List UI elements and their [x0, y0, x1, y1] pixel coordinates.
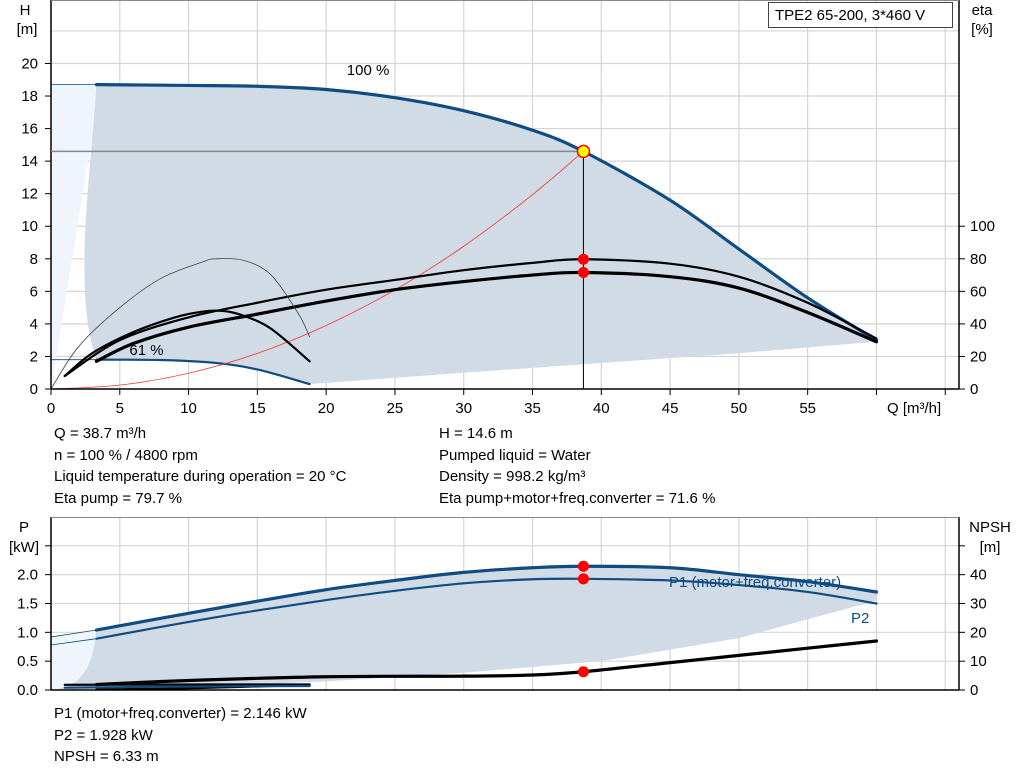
y-axis-unit-p: [kW] [9, 539, 39, 556]
info-speed: n = 100 % / 4800 rpm [54, 446, 198, 464]
x-tick-label: 25 [387, 400, 404, 417]
y-tick-label-right: 0 [970, 381, 978, 398]
y-tick-label-right: 10 [970, 653, 987, 670]
y-tick-label-left: 14 [21, 153, 38, 170]
y-tick-label-right: 40 [970, 316, 987, 333]
curve-p-min [63, 684, 311, 689]
power-area [51, 566, 877, 690]
curve-h-min [95, 358, 311, 386]
x-tick-label: 55 [799, 400, 816, 417]
info-liquid: Pumped liquid = Water [439, 446, 591, 464]
y-tick-label-left: 12 [21, 186, 38, 203]
info-npsh: NPSH = 6.33 m [54, 748, 159, 765]
x-tick-label: 0 [47, 400, 55, 417]
curve-p2-ext [50, 638, 97, 646]
curve-p1 [94, 564, 879, 632]
head-efficiency-plot: 0 5 10 15 20 25 30 35 40 45 50 55 0 2 4 6 8 10 12 14 16 18 20 0… [21, 0, 995, 417]
y-tick-label-left: 20 [21, 55, 38, 72]
x-tick-label: 20 [318, 400, 335, 417]
y-tick-label-left: 4 [30, 316, 38, 333]
y-tick-label-left: 1.5 [17, 596, 38, 613]
power-area-light [51, 630, 101, 690]
info-head: H = 14.6 m [439, 425, 513, 442]
x-tick-label: 10 [180, 400, 197, 417]
x-tick-label: 35 [524, 400, 541, 417]
x-tick-label: 30 [455, 400, 472, 417]
curve-eta-total-min [63, 309, 311, 378]
curve-system-curve [50, 150, 584, 390]
y-tick-label-left: 2 [30, 348, 38, 365]
power-npsh-plot: 0.0 0.5 1.0 1.5 2.0 0 10 20 30 40 P1 (motor+freq.c… [17, 517, 987, 699]
curve-eta-total [94, 270, 879, 363]
info-density: Density = 998.2 kg/m³ [439, 468, 586, 485]
y-tick-label-left: 6 [30, 283, 38, 300]
y-tick-label-right: 20 [970, 348, 987, 365]
operating-area-light [51, 84, 101, 389]
info-temperature: Liquid temperature during operation = 20… [54, 468, 347, 485]
curve-annotation: 61 % [129, 342, 163, 359]
y-tick-label-left: 10 [21, 218, 38, 235]
p1-point [577, 560, 589, 572]
operating-info-right: H = 14.6 m Pumped liquid = Water Density… [439, 423, 715, 509]
x-tick-label: 15 [249, 400, 266, 417]
x-tick-label: 40 [593, 400, 610, 417]
p2-point [577, 573, 589, 585]
curve-eta-pump-min [50, 258, 311, 390]
npsh-point [577, 666, 589, 678]
operating-info-left: Q = 38.7 m³/h n = 100 % / 4800 rpm Liqui… [54, 423, 346, 509]
y-axis-label-h: H [20, 2, 31, 19]
y-axis-label-eta: eta [972, 2, 994, 19]
info-p1: P1 (motor+freq.converter) = 2.146 kW [54, 705, 307, 722]
curve-eta-pump [63, 258, 878, 378]
power-info: P1 (motor+freq.converter) = 2.146 kW P2 … [54, 703, 307, 768]
y-tick-label-left: 0.0 [17, 682, 38, 699]
info-p2: P2 = 1.928 kW [54, 726, 153, 744]
y-tick-label-right: 80 [970, 251, 987, 268]
curve-p2 [95, 577, 878, 640]
eta-pump-point [577, 253, 589, 265]
y-tick-label-left: 8 [30, 251, 38, 268]
y-axis-unit-eta: [%] [971, 21, 993, 38]
x-tick-label: 50 [731, 400, 748, 417]
curve-p1-ext [50, 629, 97, 638]
pump-model-label: TPE2 65-200, 3*460 V [768, 2, 953, 28]
y-tick-label-right: 0 [970, 682, 978, 699]
y-tick-label-left: 1.0 [17, 624, 38, 641]
y-axis-label-p: P [19, 519, 29, 536]
eta-total-point [577, 266, 589, 278]
x-axis-label-q: Q [m³/h] [887, 400, 941, 417]
y-tick-label-left: 0.5 [17, 653, 38, 670]
y-tick-label-left: 0 [30, 381, 38, 398]
y-tick-label-right: 60 [970, 283, 987, 300]
y-tick-label-left: 16 [21, 121, 38, 138]
curve-h-max [94, 83, 879, 342]
duty-point [576, 144, 591, 159]
curve-npsh [94, 639, 879, 687]
y-tick-label-left: 18 [21, 88, 38, 105]
y-tick-label-right: 20 [970, 624, 987, 641]
curve-annotation: 100 % [347, 62, 390, 79]
y-axis-unit-h: [m] [17, 21, 38, 38]
y-tick-label-right: 40 [970, 567, 987, 584]
y-tick-label-right: 30 [970, 596, 987, 613]
y-tick-label-left: 2.0 [17, 567, 38, 584]
y-axis-label-npsh: NPSH [969, 519, 1011, 536]
y-tick-label-right: 100 [970, 218, 995, 235]
y-axis-unit-npsh: [m] [980, 539, 1001, 556]
p1-curve-label: P1 (motor+freq.converter) [669, 574, 841, 591]
info-flow: Q = 38.7 m³/h [54, 425, 147, 442]
x-tick-label: 5 [116, 400, 124, 417]
p2-curve-label: P2 [851, 610, 869, 627]
info-eta-total: Eta pump+motor+freq.converter = 71.6 % [439, 489, 716, 507]
info-eta-pump: Eta pump = 79.7 % [54, 489, 182, 507]
x-tick-label: 45 [662, 400, 679, 417]
